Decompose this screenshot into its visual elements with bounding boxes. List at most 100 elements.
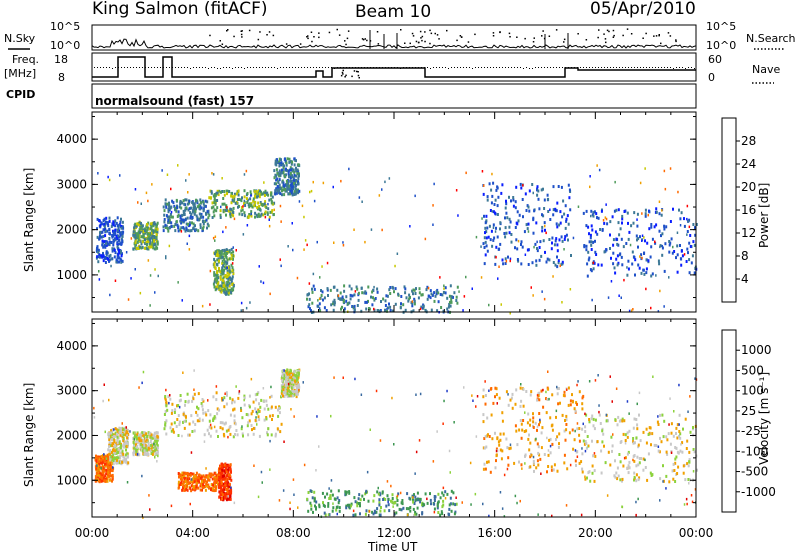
heatmap-cell <box>646 241 649 245</box>
heatmap-cell <box>118 251 121 255</box>
heatmap-cell <box>240 206 243 209</box>
heatmap-cell <box>536 185 539 189</box>
heatmap-cell <box>658 450 661 454</box>
heatmap-cell <box>231 275 234 279</box>
heatmap-cell <box>419 307 422 311</box>
heatmap-cell <box>285 173 288 177</box>
heatmap-cell <box>150 447 153 451</box>
heatmap-cell <box>337 296 340 300</box>
heatmap-cell <box>207 399 209 402</box>
heatmap-cell <box>206 210 209 214</box>
heatmap-cell <box>226 258 229 262</box>
heatmap-cell <box>529 393 532 397</box>
heatmap-cell <box>219 476 222 480</box>
heatmap-cell <box>603 221 606 225</box>
heatmap-cell <box>449 496 452 500</box>
heatmap-cell <box>201 227 204 231</box>
heatmap-cell <box>199 484 202 488</box>
heatmap-cell <box>507 393 509 396</box>
heatmap-cell <box>306 297 308 301</box>
heatmap-cell <box>249 301 251 304</box>
heatmap-cell <box>589 479 592 483</box>
heatmap-cell <box>193 480 196 484</box>
heatmap-cell <box>617 474 620 478</box>
heatmap-cell <box>111 479 113 483</box>
nave-dot <box>577 67 578 68</box>
heatmap-cell <box>413 514 415 517</box>
heatmap-cell <box>624 439 627 442</box>
heatmap-cell <box>170 429 173 433</box>
nave-dot <box>325 67 326 68</box>
heatmap-cell <box>237 189 240 193</box>
heatmap-cell <box>552 261 555 264</box>
heatmap-cell <box>343 307 346 311</box>
heatmap-cell <box>218 259 220 263</box>
heatmap-cell <box>670 431 673 435</box>
nave-dot <box>679 67 680 68</box>
heatmap-cell <box>297 384 300 388</box>
heatmap-cell <box>636 423 639 427</box>
heatmap-cell <box>165 432 168 436</box>
heatmap-cell <box>643 236 645 239</box>
heatmap-cell <box>676 436 679 440</box>
heatmap-cell <box>317 299 319 302</box>
heatmap-cell <box>149 435 152 439</box>
heatmap-cell <box>242 205 244 208</box>
heatmap-cell <box>99 461 102 465</box>
heatmap-cell <box>184 486 187 490</box>
heatmap-cell <box>191 216 194 219</box>
nsearch-dot <box>241 36 243 38</box>
heatmap-cell <box>507 456 510 460</box>
heatmap-cell <box>223 284 226 288</box>
heatmap-cell <box>588 470 591 474</box>
heatmap-cell <box>645 258 648 262</box>
heatmap-cell <box>258 214 261 218</box>
nave-dot <box>157 67 158 68</box>
heatmap-cell <box>545 260 548 264</box>
heatmap-cell <box>289 189 292 193</box>
heatmap-cell <box>637 463 640 467</box>
heatmap-cell <box>183 227 186 231</box>
heatmap-cell <box>224 253 227 257</box>
heatmap-cell <box>581 452 584 456</box>
heatmap-cell <box>264 204 267 208</box>
nsearch-dot <box>492 35 495 37</box>
nsky-line <box>91 38 697 49</box>
heatmap-cell <box>267 427 270 431</box>
heatmap-cell <box>628 466 631 470</box>
heatmap-cell <box>546 398 549 401</box>
heatmap-cell <box>224 285 227 289</box>
heatmap-cell <box>615 387 618 390</box>
nave-dot <box>163 67 164 68</box>
nave-dot <box>351 75 353 78</box>
heatmap-cell <box>221 463 224 467</box>
heatmap-cell <box>144 231 146 235</box>
heatmap-cell <box>182 226 185 230</box>
heatmap-cell <box>231 266 234 270</box>
heatmap-cell <box>286 375 289 379</box>
heatmap-cell <box>455 295 458 299</box>
heatmap-cell <box>628 460 631 464</box>
heatmap-cell <box>685 260 688 263</box>
heatmap-cell <box>411 304 414 308</box>
heatmap-cell <box>116 432 118 436</box>
heatmap-cell <box>575 450 578 454</box>
heatmap-cell <box>119 451 121 455</box>
nave-dot <box>676 67 677 68</box>
heatmap-cell <box>215 209 218 213</box>
heatmap-cell <box>223 257 226 261</box>
nave-dot <box>356 70 358 73</box>
heatmap-cell <box>108 243 111 247</box>
heatmap-cell <box>136 447 139 451</box>
heatmap-cell <box>453 421 455 424</box>
heatmap-cell <box>102 476 105 480</box>
nave-dot <box>373 67 374 68</box>
heatmap-cell <box>557 402 560 406</box>
heatmap-cell <box>278 188 280 192</box>
heatmap-cell <box>578 427 581 430</box>
heatmap-cell <box>205 475 208 479</box>
heatmap-cell <box>540 472 542 475</box>
heatmap-cell <box>589 233 592 237</box>
heatmap-cell <box>183 488 186 492</box>
heatmap-cell <box>253 464 255 467</box>
